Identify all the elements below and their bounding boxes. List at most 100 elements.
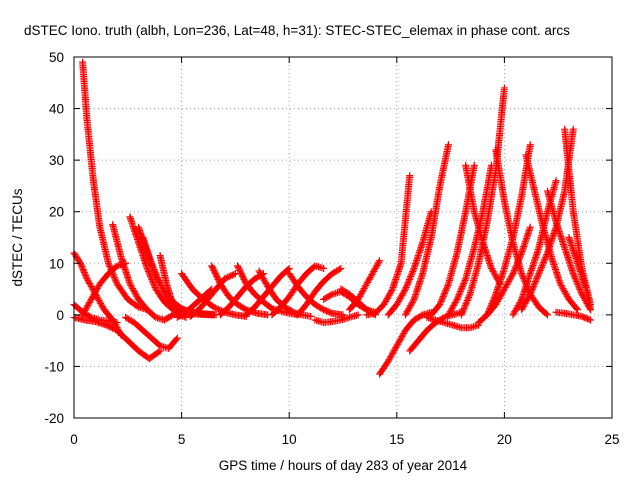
data-series-25 (345, 257, 384, 314)
data-point (511, 308, 519, 316)
data-point (492, 272, 500, 280)
data-point (486, 303, 494, 311)
data-point (396, 336, 404, 344)
data-point (327, 291, 335, 299)
data-series-45 (552, 308, 594, 324)
data-point (131, 289, 139, 297)
data-point (93, 285, 101, 293)
data-point (491, 271, 499, 279)
data-point (384, 357, 392, 365)
data-point (538, 262, 546, 270)
data-point (440, 289, 448, 297)
data-point (458, 284, 466, 292)
data-point (404, 306, 412, 314)
data-point (150, 282, 158, 290)
data-point (397, 334, 405, 342)
x-tick-label: 25 (604, 432, 619, 447)
data-point (210, 303, 218, 311)
data-point (528, 287, 536, 295)
data-point (485, 308, 493, 316)
data-point (383, 294, 391, 302)
data-point (259, 273, 267, 281)
data-point (107, 323, 115, 331)
data-point (211, 304, 219, 312)
data-point (90, 291, 98, 299)
data-point (385, 291, 393, 299)
data-point (406, 303, 414, 311)
data-point (457, 311, 465, 319)
data-point (437, 297, 445, 305)
data-point (404, 279, 412, 287)
data-point (443, 283, 451, 291)
data-point (385, 356, 393, 364)
data-point (521, 300, 529, 308)
data-series-38 (483, 141, 534, 319)
data-point (464, 295, 472, 303)
data-point (510, 268, 518, 276)
data-point (541, 255, 549, 263)
data-point (354, 311, 362, 319)
data-series-42 (543, 187, 594, 314)
data-point (552, 177, 560, 185)
data-point (130, 288, 138, 296)
data-point (104, 322, 112, 330)
data-point (399, 290, 407, 298)
data-point (401, 285, 409, 293)
data-point (255, 267, 263, 275)
data-point (539, 260, 547, 268)
data-point (221, 275, 229, 283)
x-tick-label: 5 (178, 432, 186, 447)
data-point (407, 272, 415, 280)
data-point (237, 269, 245, 277)
data-point (512, 305, 520, 313)
data-point (562, 291, 570, 299)
data-point (102, 321, 110, 329)
data-point (506, 276, 514, 284)
data-point (490, 269, 498, 277)
data-point (386, 290, 394, 298)
data-point (487, 301, 495, 309)
data-point (395, 297, 403, 305)
data-series-0 (79, 58, 151, 314)
data-point (155, 277, 163, 285)
data-point (392, 343, 400, 351)
data-point (133, 292, 141, 300)
data-point (542, 252, 550, 260)
data-point (408, 298, 416, 306)
data-point (257, 270, 265, 278)
data-point (518, 306, 526, 314)
data-point (561, 288, 569, 296)
data-point (400, 329, 408, 337)
data-point (534, 271, 542, 279)
data-point (569, 270, 577, 278)
data-point (362, 281, 370, 289)
data-point (498, 290, 506, 298)
y-tick-label: 0 (56, 308, 64, 323)
data-point (455, 291, 463, 299)
data-point (356, 292, 364, 300)
x-tick-label: 10 (282, 432, 297, 447)
data-point (113, 319, 121, 327)
data-point (540, 257, 548, 265)
data-point (509, 311, 517, 319)
data-point (98, 301, 106, 309)
data-point (439, 293, 447, 301)
data-point (258, 272, 266, 280)
data-point (112, 278, 120, 286)
data-point (556, 280, 564, 288)
data-point (516, 298, 524, 306)
data-point (81, 306, 89, 314)
data-series-22 (311, 311, 362, 327)
data-point (213, 305, 221, 313)
data-point (535, 268, 543, 276)
data-point (575, 284, 583, 292)
data-point (150, 280, 158, 288)
y-tick-label: 30 (49, 153, 64, 168)
data-point (450, 302, 458, 310)
data-point (505, 277, 513, 285)
data-point (85, 298, 93, 306)
data-point (361, 283, 369, 291)
data-point (85, 278, 93, 286)
data-point (438, 296, 446, 304)
